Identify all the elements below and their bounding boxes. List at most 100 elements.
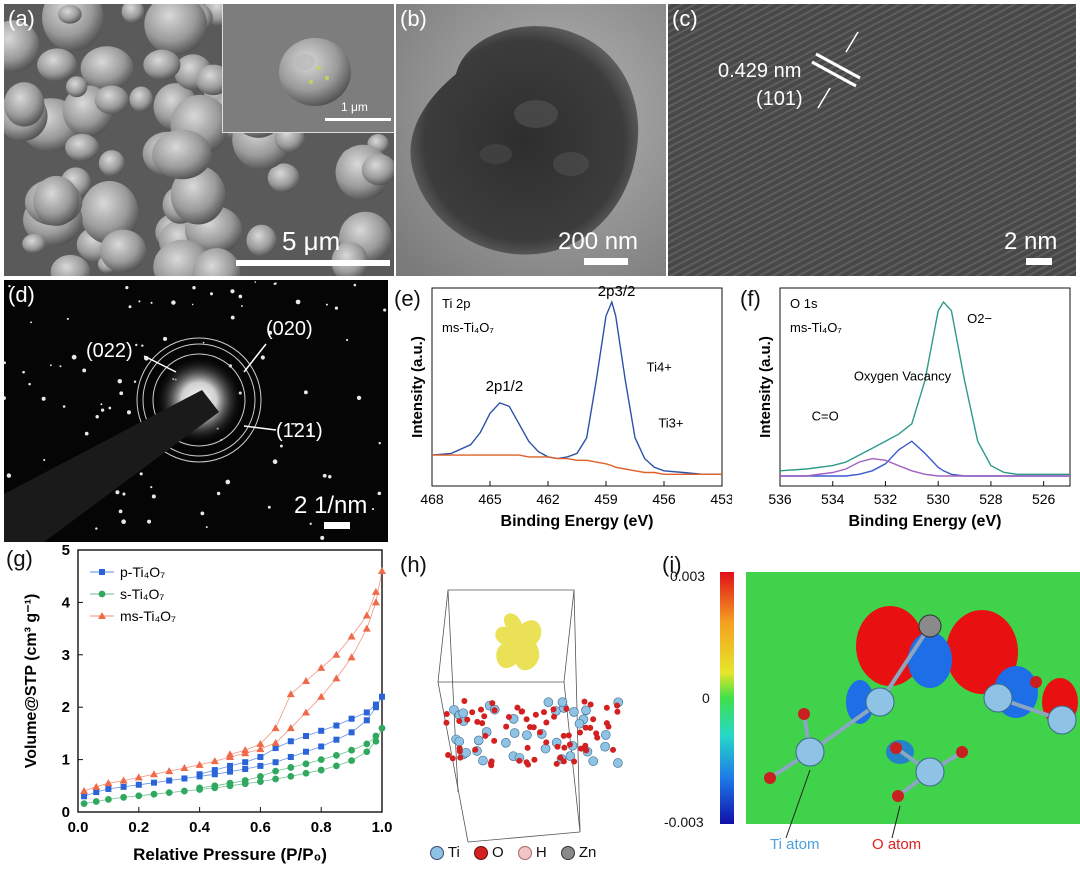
- diffraction-spot: [150, 486, 153, 489]
- data-point: [257, 772, 264, 780]
- sem-particle: [50, 254, 91, 276]
- o-atom: [491, 737, 498, 744]
- ti-atom: [569, 707, 579, 717]
- sem-particle: [33, 175, 80, 226]
- o1s-chart: 536 534 532 530 528 526 Binding Energy (eV) Int…: [757, 287, 1071, 530]
- legend-label: ms-Ti₄O₇: [120, 608, 176, 624]
- ti-atom: [478, 755, 488, 766]
- lattice-marker: [811, 31, 861, 109]
- o-atom: [560, 732, 567, 739]
- data-point: [151, 779, 157, 786]
- data-point: [333, 736, 340, 743]
- x-tick-label: 534: [821, 491, 845, 507]
- sem-particle: [331, 241, 369, 276]
- o-atom: [482, 732, 489, 739]
- o-atom: [537, 729, 544, 736]
- panel-b-tem-image: (b) 200 nm: [396, 4, 666, 276]
- data-point: [257, 753, 264, 760]
- data-point: [317, 692, 326, 700]
- data-point: [242, 766, 249, 773]
- o-atom: [603, 720, 610, 727]
- diffraction-spot: [346, 338, 349, 342]
- isotherm-line-des: [199, 704, 377, 775]
- o-atom: [577, 729, 584, 736]
- diffraction-spot: [268, 330, 273, 335]
- y-tick-label: 0: [62, 804, 70, 821]
- sem-particle: [80, 181, 139, 245]
- data-point: [372, 732, 380, 740]
- data-point: [166, 777, 173, 784]
- data-point: [348, 746, 355, 754]
- x-tick-label: 456: [652, 491, 676, 507]
- diffraction-spot: [279, 444, 283, 448]
- diffraction-spot: [108, 406, 112, 410]
- panel-c-hrtem-image: (c) 0.429 nm (101) 2 nm: [668, 4, 1076, 276]
- data-point: [347, 653, 356, 661]
- data-point: [372, 701, 379, 708]
- o-atom: [479, 720, 486, 727]
- sem-particle: [4, 82, 45, 127]
- o-atom: [554, 743, 561, 750]
- o-atom: [1030, 676, 1042, 688]
- data-point: [180, 763, 189, 771]
- x-tick-label: 0.8: [311, 819, 332, 836]
- diffraction-spot: [171, 300, 176, 305]
- peak-label-ti3: Ti3+: [658, 415, 683, 430]
- diffraction-spot: [151, 494, 156, 499]
- diffraction-spot: [272, 459, 278, 465]
- data-point: [134, 773, 143, 781]
- data-point: [211, 767, 218, 774]
- data-point: [362, 624, 371, 632]
- xps-curve-2: [780, 457, 1070, 477]
- tem-scale-label: 200 nm: [558, 228, 639, 255]
- diffraction-spot: [307, 428, 312, 432]
- diffraction-spot: [273, 282, 276, 285]
- panel-b-label: (b): [400, 6, 427, 31]
- legend-ti-label: Ti: [447, 844, 460, 861]
- o-atom: [582, 742, 589, 749]
- data-point: [80, 787, 89, 795]
- o-atom-icon: [473, 846, 488, 861]
- panel-e-xps-ti2p: (e) 468 465 462 459 456 453 Binding Energy (eV…: [392, 280, 732, 550]
- data-point: [196, 784, 204, 792]
- data-point: [92, 782, 101, 790]
- o-atom: [525, 761, 532, 768]
- legend-ti: Ti: [430, 844, 460, 861]
- sem-particle: [192, 248, 241, 276]
- slab-model: [437, 589, 624, 843]
- diffraction-spot: [200, 511, 205, 516]
- o-atom: [532, 711, 539, 718]
- sem-particle: [170, 165, 226, 225]
- diffraction-spot: [209, 292, 214, 296]
- sem-particle: [152, 129, 212, 180]
- o-atom: [603, 704, 610, 711]
- data-point: [318, 743, 325, 750]
- x-tick-label: 453: [710, 491, 732, 507]
- data-point: [135, 781, 142, 788]
- diffraction-spot: [139, 472, 143, 476]
- o-atom: [798, 708, 810, 720]
- data-point: [332, 674, 341, 682]
- charge-difference-map: [720, 572, 1080, 839]
- diffraction-spot: [6, 473, 12, 478]
- o-atom: [590, 716, 597, 723]
- data-point: [378, 566, 386, 574]
- data-point: [119, 776, 128, 784]
- data-point: [362, 611, 371, 619]
- o-atom: [561, 744, 568, 751]
- diffraction-spot: [230, 315, 235, 320]
- data-point: [210, 757, 219, 765]
- data-point: [317, 766, 325, 774]
- diffraction-spot: [138, 300, 141, 303]
- saed-diffraction: [4, 281, 387, 542]
- diffraction-spot: [378, 441, 381, 445]
- diffraction-spot: [119, 391, 124, 396]
- tem-micrograph: [396, 4, 666, 276]
- o-atom: [553, 760, 560, 767]
- o-atom: [583, 747, 590, 754]
- diffraction-spot: [303, 390, 308, 395]
- data-point: [150, 770, 158, 778]
- sem-particle: [37, 48, 77, 82]
- panel-h-structure: (h) Ti O H Zn: [398, 552, 656, 876]
- peak-label-o2: O2−: [967, 311, 992, 326]
